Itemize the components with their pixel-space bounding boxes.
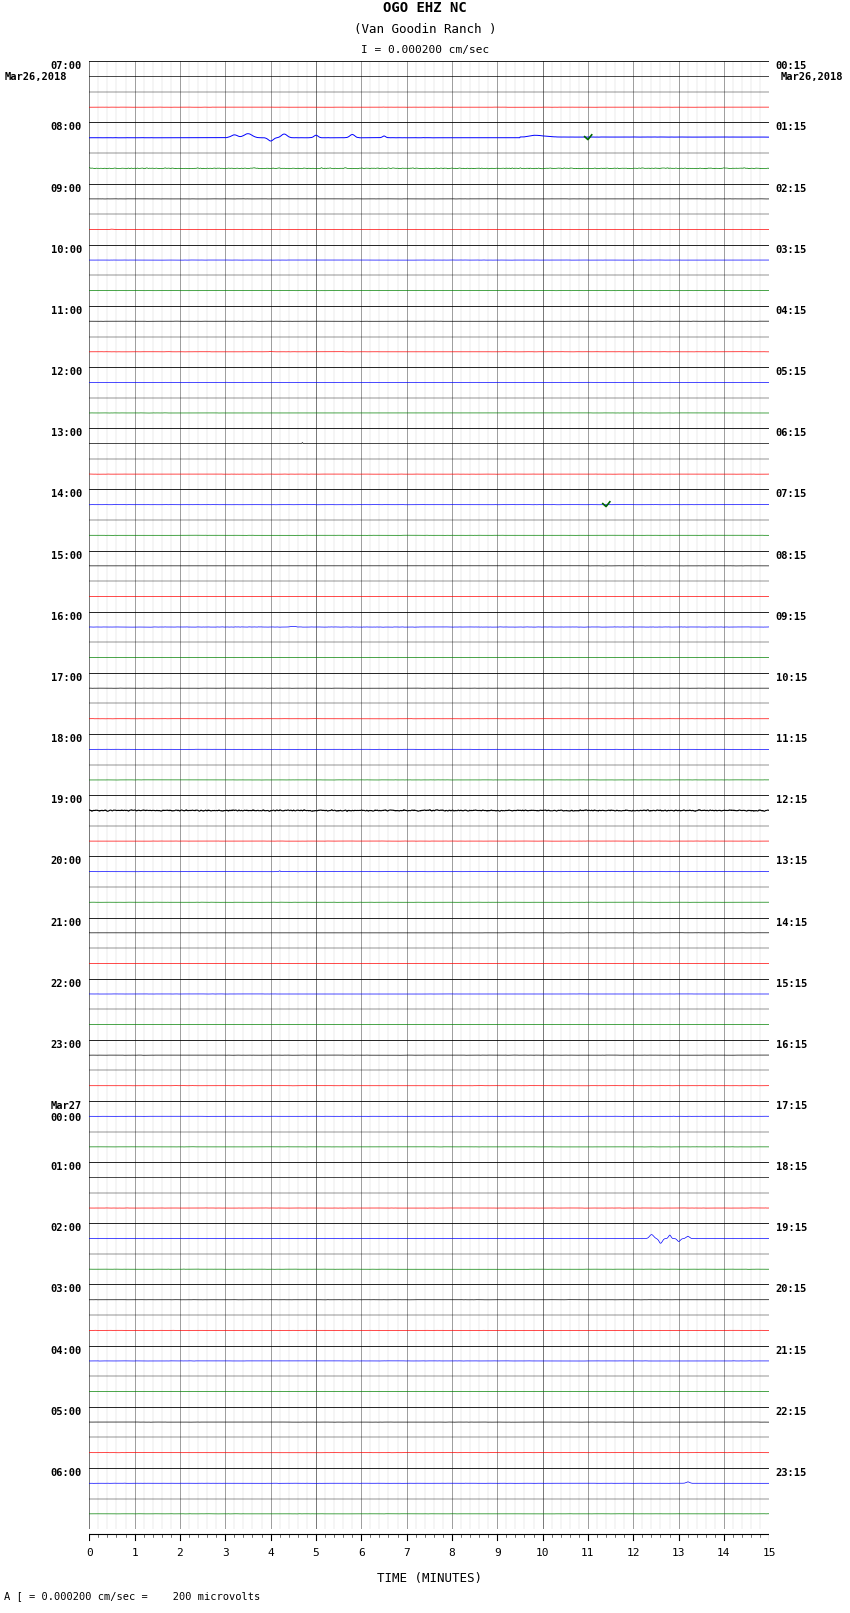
Text: 13:15: 13:15 — [776, 857, 807, 866]
Text: 06:00: 06:00 — [51, 1468, 82, 1478]
Text: 03:00: 03:00 — [51, 1284, 82, 1295]
Text: 6: 6 — [358, 1548, 365, 1558]
Text: Mar26,2018: Mar26,2018 — [781, 73, 843, 82]
Text: 23:00: 23:00 — [51, 1040, 82, 1050]
Text: 06:15: 06:15 — [776, 429, 807, 439]
Text: Mar26,2018: Mar26,2018 — [4, 73, 67, 82]
Text: (Van Goodin Ranch ): (Van Goodin Ranch ) — [354, 23, 496, 35]
Text: 7: 7 — [403, 1548, 410, 1558]
Text: 01:00: 01:00 — [51, 1161, 82, 1173]
Text: 21:00: 21:00 — [51, 918, 82, 927]
Text: 00:15: 00:15 — [776, 61, 807, 71]
Text: 22:00: 22:00 — [51, 979, 82, 989]
Text: Mar27
00:00: Mar27 00:00 — [51, 1102, 82, 1123]
Text: 14:15: 14:15 — [776, 918, 807, 927]
Text: 19:15: 19:15 — [776, 1223, 807, 1234]
Text: 15: 15 — [762, 1548, 776, 1558]
Text: 01:15: 01:15 — [776, 123, 807, 132]
Text: 16:15: 16:15 — [776, 1040, 807, 1050]
Text: 09:15: 09:15 — [776, 611, 807, 621]
Text: OGO EHZ NC: OGO EHZ NC — [383, 0, 467, 15]
Text: 14: 14 — [717, 1548, 731, 1558]
Text: 17:00: 17:00 — [51, 673, 82, 682]
Text: A [ = 0.000200 cm/sec =    200 microvolts: A [ = 0.000200 cm/sec = 200 microvolts — [4, 1590, 260, 1602]
Text: 13: 13 — [672, 1548, 685, 1558]
Text: UTC: UTC — [4, 50, 25, 60]
Text: I = 0.000200 cm/sec: I = 0.000200 cm/sec — [361, 45, 489, 55]
Text: 20:15: 20:15 — [776, 1284, 807, 1295]
Text: 05:00: 05:00 — [51, 1407, 82, 1416]
Text: 10:15: 10:15 — [776, 673, 807, 682]
Text: 11:15: 11:15 — [776, 734, 807, 744]
Text: 20:00: 20:00 — [51, 857, 82, 866]
Text: 22:15: 22:15 — [776, 1407, 807, 1416]
Text: 4: 4 — [267, 1548, 274, 1558]
Text: 15:15: 15:15 — [776, 979, 807, 989]
Text: 16:00: 16:00 — [51, 611, 82, 621]
Text: 17:15: 17:15 — [776, 1102, 807, 1111]
Text: 04:15: 04:15 — [776, 306, 807, 316]
Text: 8: 8 — [449, 1548, 456, 1558]
Text: 10: 10 — [536, 1548, 549, 1558]
Text: 08:00: 08:00 — [51, 123, 82, 132]
Text: 02:00: 02:00 — [51, 1223, 82, 1234]
Text: 15:00: 15:00 — [51, 550, 82, 561]
Text: 19:00: 19:00 — [51, 795, 82, 805]
Text: PDT: PDT — [824, 50, 843, 60]
Text: 10:00: 10:00 — [51, 245, 82, 255]
Text: 12:00: 12:00 — [51, 368, 82, 377]
Text: 1: 1 — [131, 1548, 138, 1558]
Text: 05:15: 05:15 — [776, 368, 807, 377]
Text: 09:00: 09:00 — [51, 184, 82, 194]
Text: 9: 9 — [494, 1548, 501, 1558]
Text: 18:00: 18:00 — [51, 734, 82, 744]
Text: 5: 5 — [313, 1548, 320, 1558]
Text: 04:00: 04:00 — [51, 1345, 82, 1355]
Text: 0: 0 — [86, 1548, 93, 1558]
Text: 12:15: 12:15 — [776, 795, 807, 805]
Text: 07:00: 07:00 — [51, 61, 82, 71]
Text: 2: 2 — [177, 1548, 184, 1558]
Text: 11:00: 11:00 — [51, 306, 82, 316]
Text: 12: 12 — [626, 1548, 640, 1558]
Text: 08:15: 08:15 — [776, 550, 807, 561]
Text: 3: 3 — [222, 1548, 229, 1558]
Text: 03:15: 03:15 — [776, 245, 807, 255]
Text: 07:15: 07:15 — [776, 489, 807, 500]
Text: TIME (MINUTES): TIME (MINUTES) — [377, 1573, 482, 1586]
Text: 18:15: 18:15 — [776, 1161, 807, 1173]
Text: 21:15: 21:15 — [776, 1345, 807, 1355]
Text: 13:00: 13:00 — [51, 429, 82, 439]
Text: 14:00: 14:00 — [51, 489, 82, 500]
Text: 02:15: 02:15 — [776, 184, 807, 194]
Text: 23:15: 23:15 — [776, 1468, 807, 1478]
Text: 11: 11 — [581, 1548, 595, 1558]
